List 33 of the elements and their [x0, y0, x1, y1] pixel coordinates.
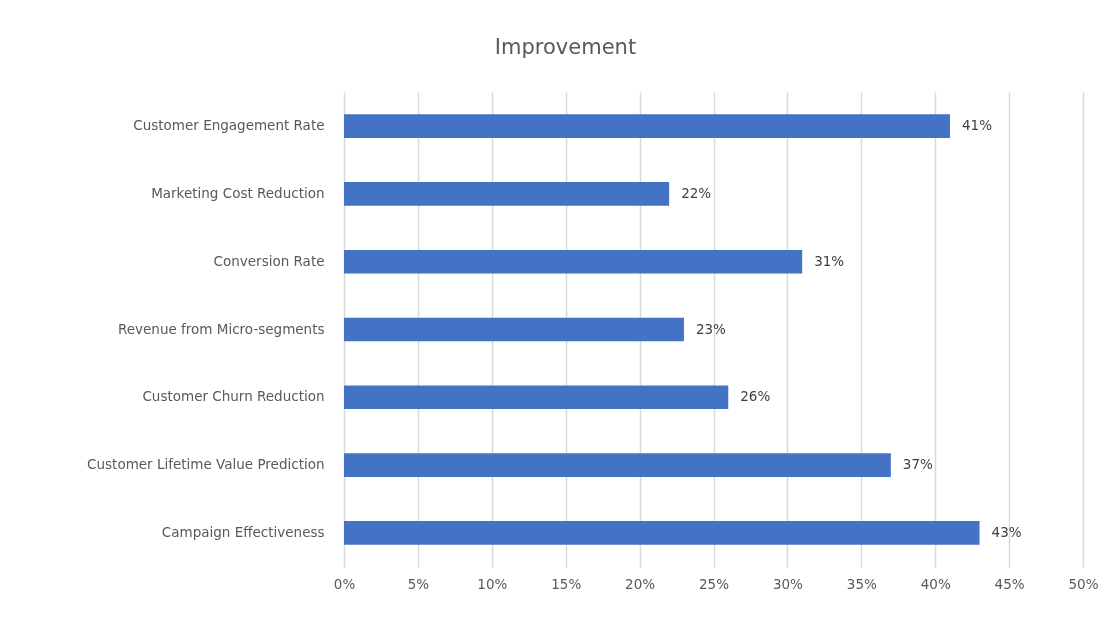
x-tick-label: 20%: [625, 575, 656, 592]
x-tick-label: 5%: [407, 575, 430, 592]
bar: [344, 317, 684, 342]
chart-title: Improvement: [494, 35, 637, 59]
x-tick-label: 45%: [994, 575, 1025, 592]
data-label: 23%: [695, 320, 727, 337]
x-tick-label: 40%: [920, 575, 951, 592]
bar: [344, 385, 729, 410]
bar: [344, 249, 803, 274]
bar: [344, 114, 950, 139]
y-tick-label: Customer Engagement Rate: [133, 117, 325, 134]
data-label: 41%: [961, 117, 993, 134]
y-tick-label: Customer Churn Reduction: [142, 388, 325, 405]
y-tick-label: Revenue from Micro-segments: [118, 320, 325, 337]
x-tick-label: 35%: [846, 575, 877, 592]
x-tick-label: 30%: [772, 575, 804, 592]
bar: [344, 520, 980, 545]
bar: [344, 182, 670, 206]
data-label: 22%: [681, 184, 712, 201]
data-label: 37%: [902, 456, 934, 473]
bar: [344, 453, 891, 477]
y-tick-label: Marketing Cost Reduction: [151, 184, 325, 201]
data-label: 43%: [991, 523, 1022, 540]
x-tick-label: 10%: [477, 575, 508, 592]
x-tick-label: 25%: [698, 575, 730, 592]
data-label: 31%: [814, 252, 845, 269]
x-tick-label: 15%: [551, 575, 582, 592]
data-label: 26%: [740, 388, 771, 405]
y-tick-label: Campaign Effectiveness: [161, 523, 325, 540]
x-tick-label: 50%: [1068, 575, 1099, 592]
x-tick-label: 0%: [333, 575, 356, 592]
y-tick-label: Conversion Rate: [213, 252, 325, 269]
y-tick-label: Customer Lifetime Value Prediction: [87, 456, 325, 473]
